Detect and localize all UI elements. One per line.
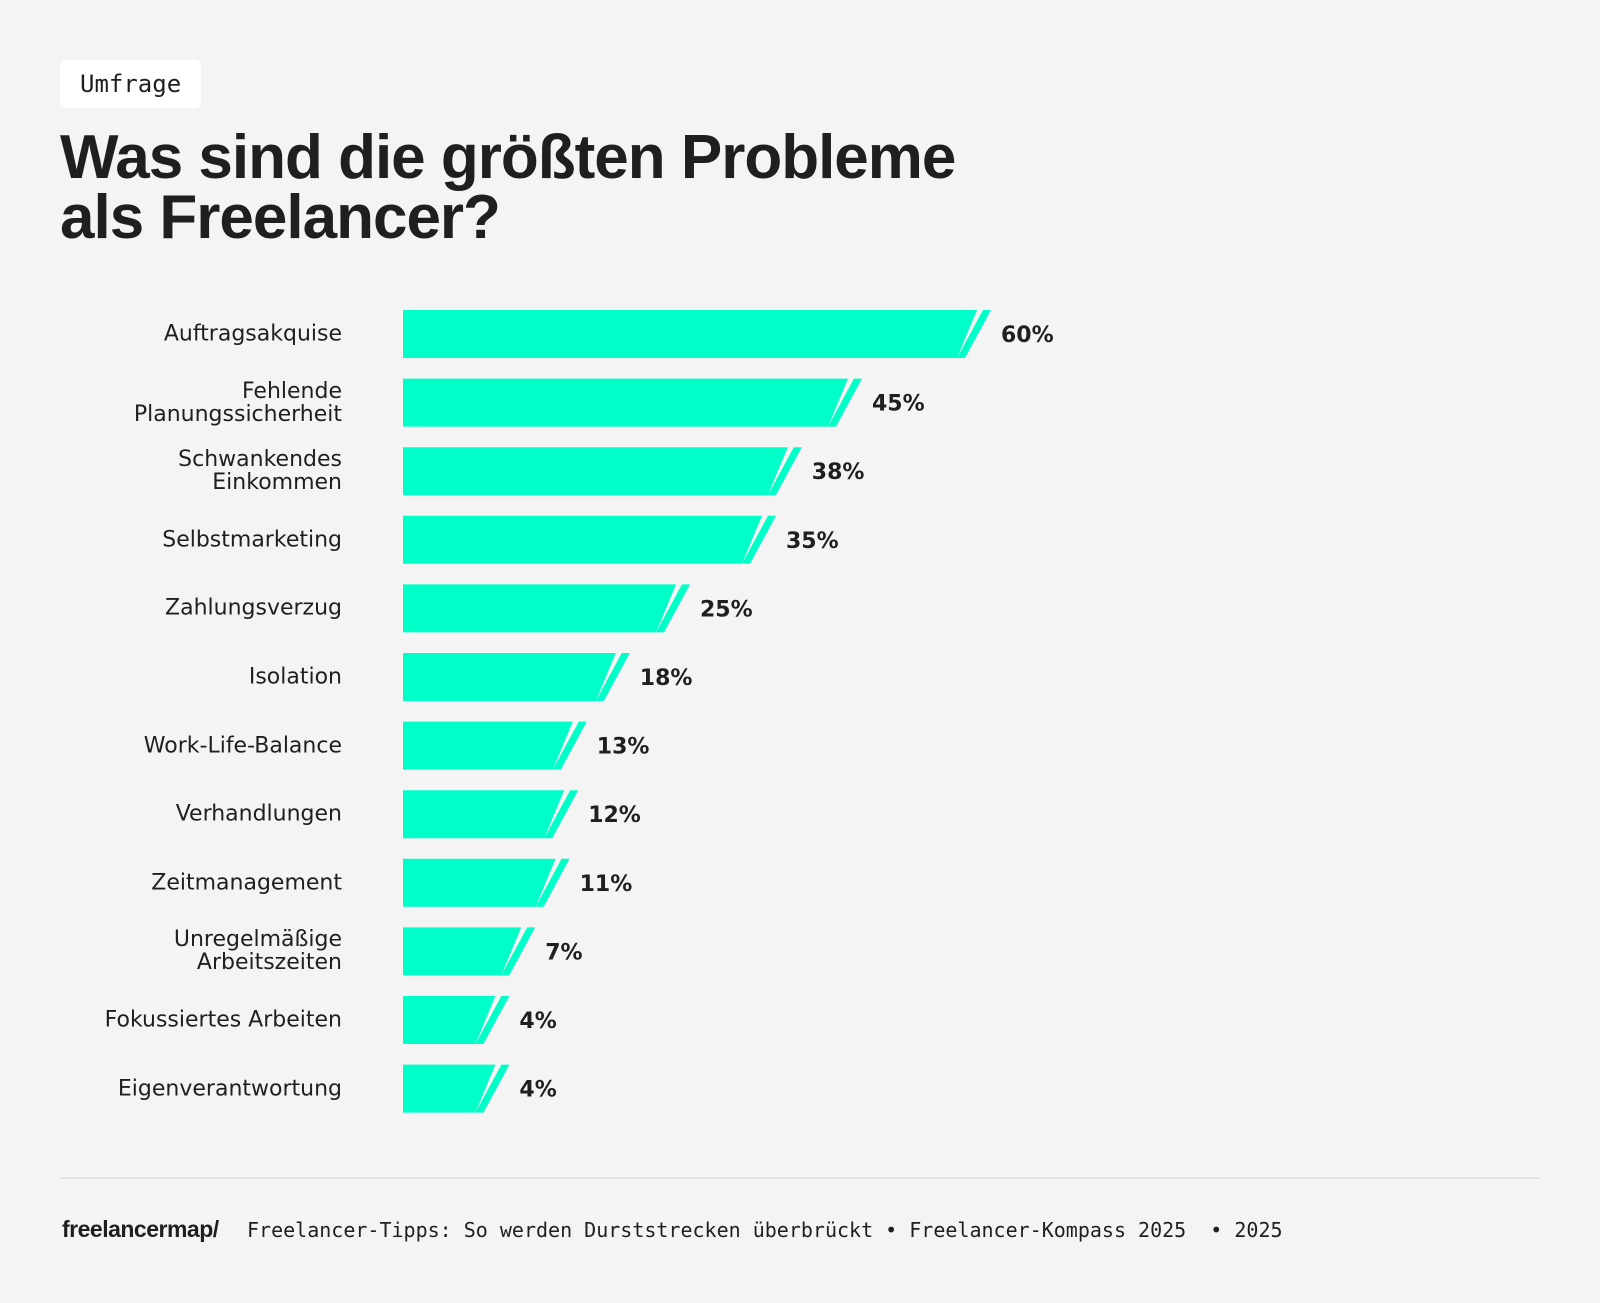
value-label: 11% <box>580 872 633 897</box>
value-label: 35% <box>786 529 839 554</box>
value-label: 45% <box>872 392 925 417</box>
divider <box>60 1177 1540 1179</box>
category-label: Fehlende Planungssicherheit <box>133 378 342 427</box>
bar-slash <box>535 858 570 907</box>
category-label: Unregelmäßige Arbeitszeiten <box>173 927 342 976</box>
bar <box>403 721 573 770</box>
bar <box>403 927 522 976</box>
bar-slash <box>828 378 862 427</box>
bar <box>403 515 762 564</box>
value-label: 7% <box>545 940 582 965</box>
bar-slash <box>475 996 510 1044</box>
bar <box>403 310 977 358</box>
bar <box>403 1064 496 1113</box>
value-label: 38% <box>812 460 865 485</box>
source: Freelancer-Tipps: So werden Durststrecke… <box>247 1218 1283 1242</box>
bar-slash <box>656 584 690 633</box>
bar <box>403 378 848 427</box>
bar <box>403 790 565 839</box>
bar <box>403 447 788 496</box>
value-label: 18% <box>640 666 693 691</box>
category-label: Zahlungsverzug <box>165 595 342 621</box>
category-label: Verhandlungen <box>175 801 342 827</box>
value-label: 13% <box>597 735 650 760</box>
bar-slash <box>552 721 587 770</box>
category-label: Selbstmarketing <box>162 527 342 553</box>
value-label: 12% <box>588 803 641 828</box>
bar <box>403 584 676 633</box>
value-label: 4% <box>519 1078 556 1103</box>
bar-slash <box>742 515 776 564</box>
chart-title: Was sind die größten Probleme als Freela… <box>60 123 956 252</box>
category-label: Fokussiertes Arbeiten <box>104 1007 342 1033</box>
tag: Umfrage <box>60 60 202 108</box>
category-label: Eigenverantwortung <box>117 1076 342 1102</box>
bar-slash <box>544 790 579 839</box>
bar-slash <box>957 310 991 358</box>
bar-slash <box>501 927 536 976</box>
logo: freelancermap/ <box>62 1216 219 1242</box>
category-label: Schwankendes Einkommen <box>178 447 342 496</box>
category-label: Zeitmanagement <box>151 870 342 896</box>
bar <box>403 858 556 907</box>
value-label: 25% <box>700 597 753 622</box>
bar <box>403 653 616 701</box>
bar <box>403 996 496 1044</box>
category-label: Isolation <box>248 664 342 690</box>
category-label: Auftragsakquise <box>163 321 342 347</box>
value-label: 4% <box>519 1009 556 1034</box>
value-label: 60% <box>1001 323 1054 348</box>
bar-slash <box>767 447 802 496</box>
bar-slash <box>595 653 630 701</box>
bar-slash <box>475 1064 510 1113</box>
category-label: Work-Life-Balance <box>143 733 342 759</box>
